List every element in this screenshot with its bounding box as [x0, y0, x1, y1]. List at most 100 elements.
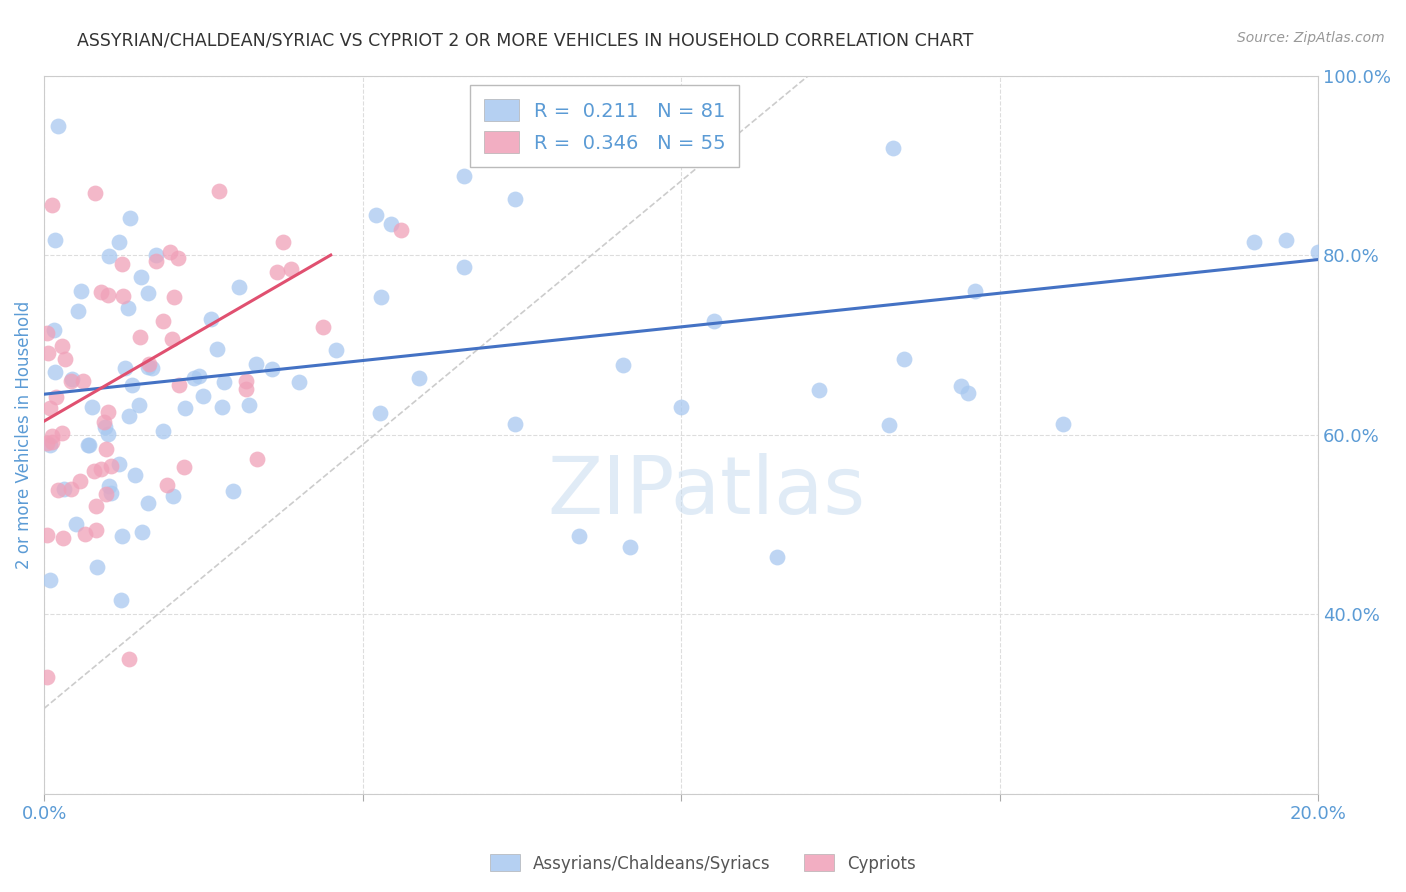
Point — [37, 326, 59, 340]
Point — [90, 462, 112, 476]
Point — [380, 217, 402, 231]
Point — [141, 361, 163, 376]
Text: Source: ZipAtlas.com: Source: ZipAtlas.com — [1237, 31, 1385, 45]
Point — [235, 383, 257, 397]
Point — [162, 489, 184, 503]
Point — [131, 525, 153, 540]
Point — [136, 285, 159, 300]
Point — [100, 486, 122, 500]
Point — [90, 285, 112, 300]
Point — [877, 418, 900, 433]
Point — [207, 342, 229, 356]
Point — [60, 482, 83, 496]
Point — [77, 438, 100, 452]
Point — [94, 487, 117, 501]
Point — [1275, 233, 1298, 247]
Point — [612, 358, 634, 372]
Point — [53, 352, 76, 367]
Point — [97, 405, 120, 419]
Point — [129, 330, 152, 344]
Point — [957, 386, 980, 401]
Point — [83, 464, 105, 478]
Y-axis label: 2 or more Vehicles in Household: 2 or more Vehicles in Household — [15, 301, 32, 569]
Point — [60, 371, 83, 385]
Point — [366, 208, 388, 222]
Point — [129, 269, 152, 284]
Point — [117, 409, 139, 424]
Point — [73, 527, 96, 541]
Point — [262, 361, 284, 376]
Point — [152, 314, 174, 328]
Point — [280, 262, 302, 277]
Point — [112, 289, 135, 303]
Legend: R =  0.211   N = 81, R =  0.346   N = 55: R = 0.211 N = 81, R = 0.346 N = 55 — [470, 86, 740, 167]
Point — [93, 415, 115, 429]
Point — [156, 478, 179, 492]
Point — [368, 406, 391, 420]
Point — [1052, 417, 1074, 431]
Point — [39, 401, 62, 416]
Point — [124, 468, 146, 483]
Point — [503, 192, 526, 206]
Point — [159, 245, 181, 260]
Point — [370, 290, 392, 304]
Point — [703, 314, 725, 328]
Point — [110, 593, 132, 607]
Point — [41, 434, 63, 449]
Point — [86, 560, 108, 574]
Point — [97, 479, 120, 493]
Text: ASSYRIAN/CHALDEAN/SYRIAC VS CYPRIOT 2 OR MORE VEHICLES IN HOUSEHOLD CORRELATION : ASSYRIAN/CHALDEAN/SYRIAC VS CYPRIOT 2 OR… — [77, 31, 974, 49]
Point — [69, 284, 91, 298]
Point — [238, 398, 260, 412]
Point — [162, 289, 184, 303]
Point — [389, 222, 412, 236]
Point — [98, 249, 121, 263]
Point — [246, 451, 269, 466]
Point — [807, 383, 830, 397]
Point — [45, 390, 67, 404]
Point — [174, 401, 197, 416]
Point — [97, 287, 120, 301]
Text: ZIPatlas: ZIPatlas — [547, 453, 866, 531]
Point — [669, 401, 692, 415]
Point — [94, 442, 117, 456]
Point — [111, 257, 134, 271]
Point — [145, 253, 167, 268]
Point — [211, 400, 233, 414]
Point — [97, 426, 120, 441]
Point — [84, 186, 107, 201]
Point — [51, 426, 73, 441]
Point — [173, 460, 195, 475]
Point — [120, 211, 142, 226]
Point — [138, 357, 160, 371]
Point — [100, 459, 122, 474]
Point — [288, 375, 311, 389]
Point — [118, 652, 141, 666]
Point — [44, 365, 66, 379]
Point — [619, 540, 641, 554]
Point — [183, 370, 205, 384]
Point — [72, 374, 94, 388]
Point — [235, 374, 257, 388]
Point — [166, 251, 188, 265]
Point — [152, 424, 174, 438]
Point — [41, 198, 63, 212]
Point — [39, 437, 62, 451]
Point — [114, 361, 136, 376]
Point — [41, 429, 63, 443]
Point — [145, 248, 167, 262]
Point — [893, 352, 915, 367]
Point — [117, 301, 139, 316]
Point — [266, 264, 288, 278]
Point — [167, 378, 190, 392]
Point — [408, 371, 430, 385]
Point — [950, 379, 973, 393]
Point — [128, 398, 150, 412]
Point — [37, 346, 59, 360]
Point — [94, 420, 117, 434]
Point — [121, 378, 143, 392]
Point — [325, 343, 347, 357]
Point — [505, 417, 527, 431]
Point — [84, 524, 107, 538]
Legend: Assyrians/Chaldeans/Syriacs, Cypriots: Assyrians/Chaldeans/Syriacs, Cypriots — [484, 847, 922, 880]
